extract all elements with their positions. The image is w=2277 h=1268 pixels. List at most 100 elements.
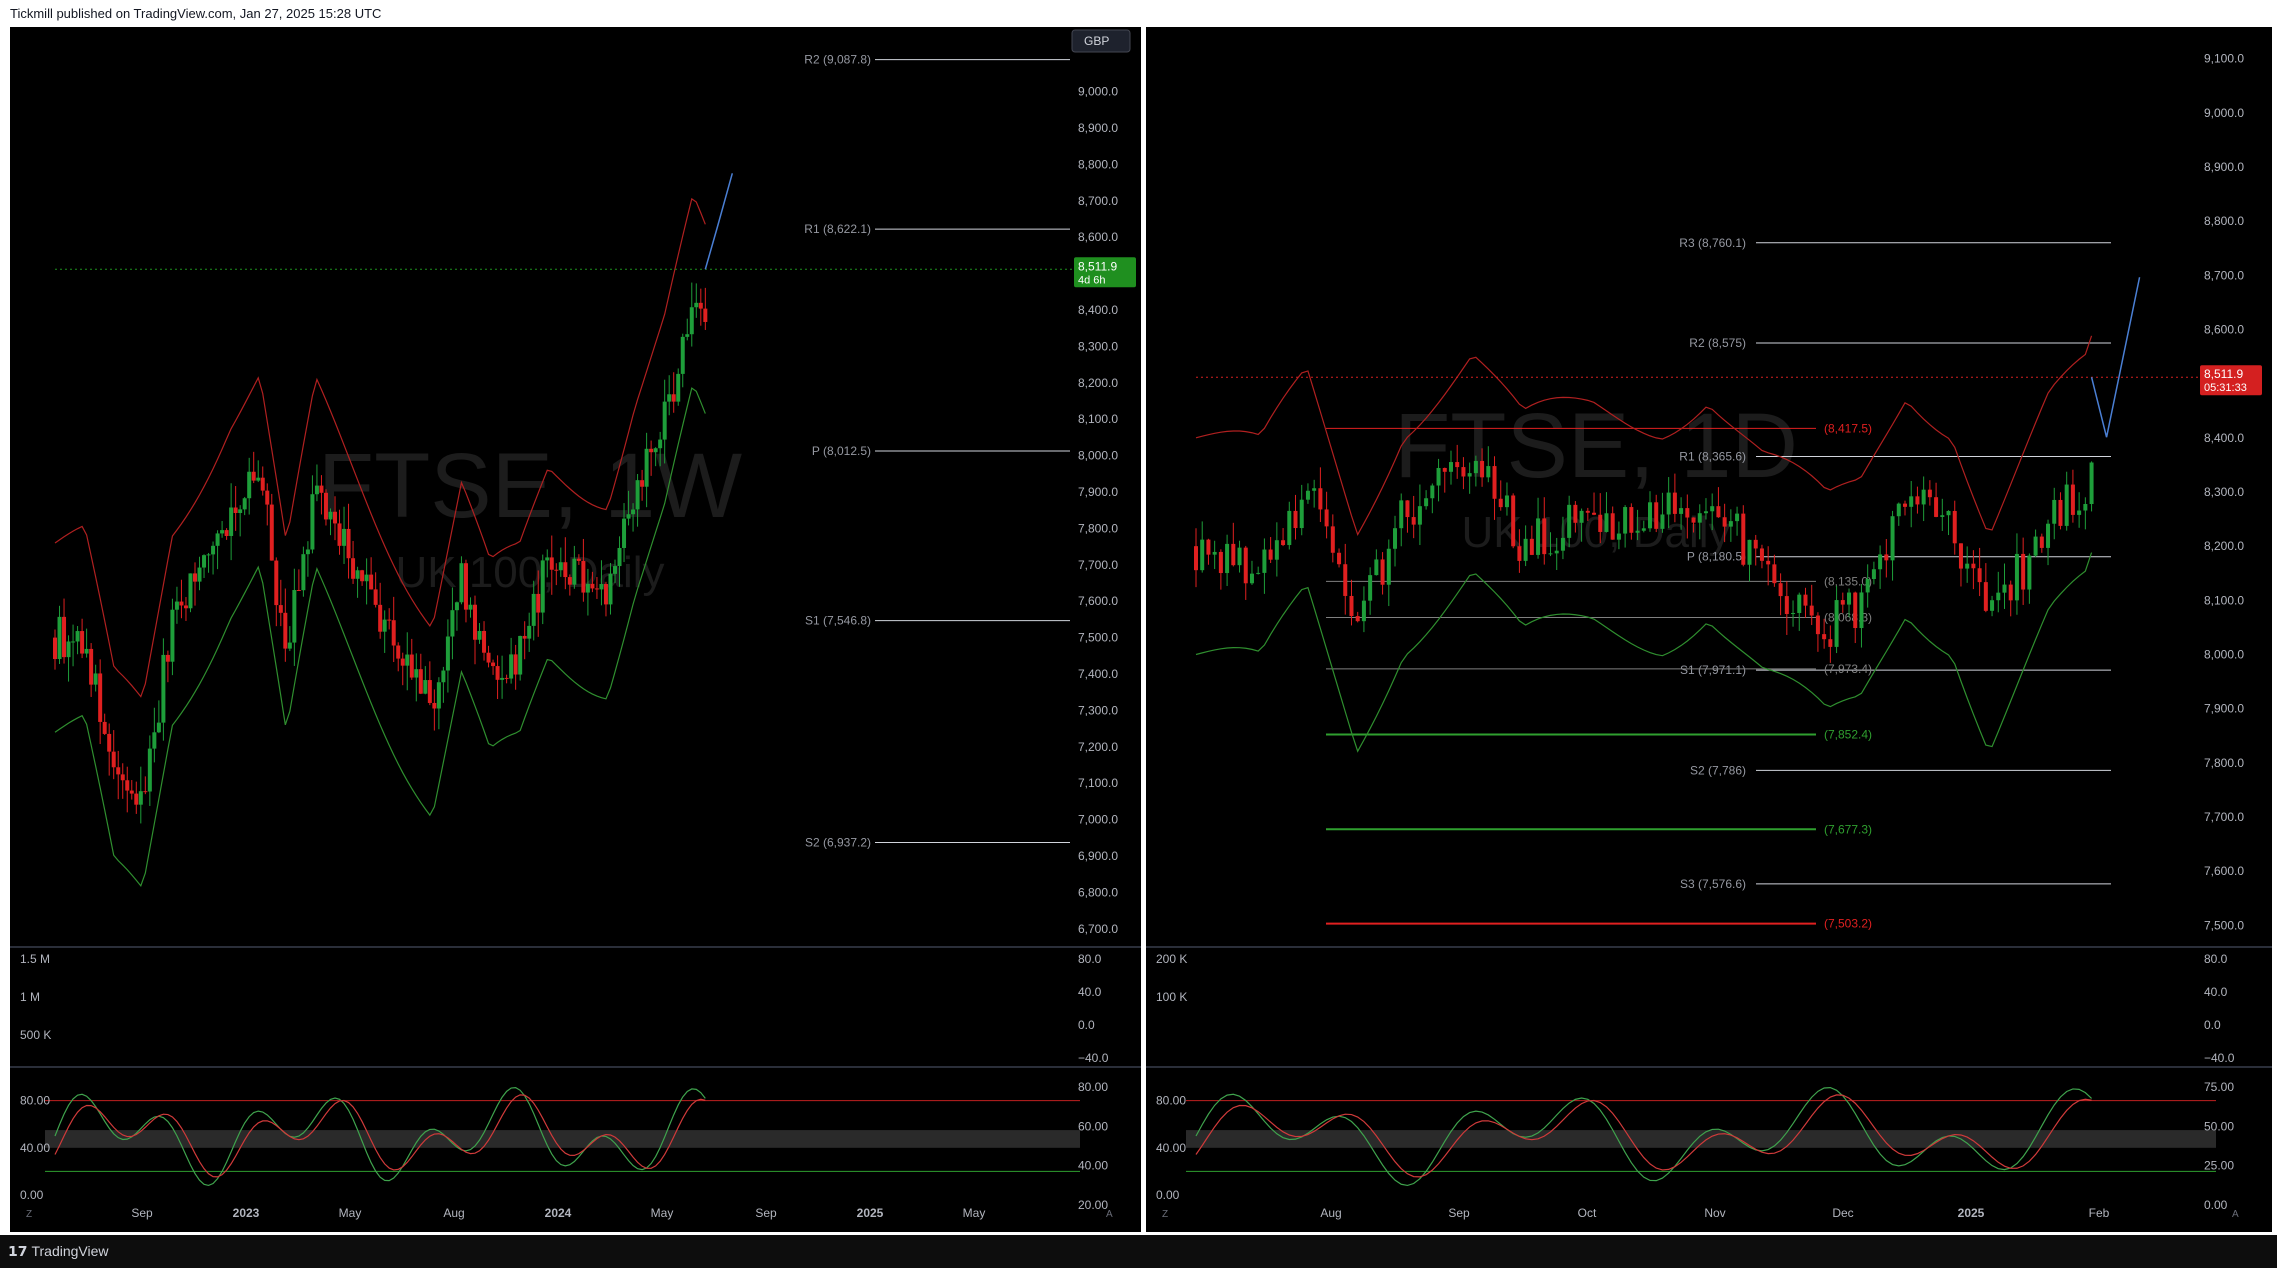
- time-axis-label: May: [963, 1206, 986, 1220]
- corner-left-label: Z: [26, 1209, 32, 1220]
- time-axis-label: Aug: [1320, 1206, 1341, 1220]
- candle-body: [1243, 547, 1248, 584]
- pivot-label: R1 (8,365.6): [1679, 449, 1746, 463]
- candle-body: [1722, 517, 1727, 527]
- candle-body: [1231, 543, 1236, 566]
- volume-osc-label: −40.0: [1078, 1051, 1109, 1065]
- candle-body: [1405, 500, 1410, 518]
- candle-body: [342, 528, 347, 546]
- candle-body: [84, 648, 89, 654]
- candle-body: [405, 654, 410, 666]
- candle-body: [658, 439, 663, 449]
- candle-body: [287, 642, 292, 649]
- candle-body: [364, 574, 369, 582]
- candle-body: [102, 721, 107, 734]
- fib-label: (8,135.0): [1824, 574, 1872, 588]
- stochastic-pane: 80.00 40.00 0.00 75.00 50.00 25.00 0.00: [1156, 1080, 2234, 1212]
- candle-body: [617, 547, 622, 567]
- fib-label: (7,677.3): [1824, 822, 1872, 836]
- candle-body: [1753, 539, 1758, 549]
- candle-body: [57, 616, 62, 660]
- candle-body: [1281, 540, 1286, 546]
- candle-body: [1349, 595, 1354, 617]
- candle-body: [1691, 517, 1696, 523]
- candle-body: [1884, 554, 1889, 561]
- price-tick-label: 7,700.0: [2204, 810, 2244, 824]
- price-tick-label: 7,500.0: [2204, 918, 2244, 932]
- candle-body: [409, 654, 414, 678]
- candle-body: [491, 662, 496, 667]
- candle-body: [640, 480, 645, 487]
- candle-body: [418, 669, 423, 694]
- candle-body: [1399, 500, 1404, 529]
- corner-left-label: Z: [1162, 1209, 1168, 1220]
- candle-body: [1934, 497, 1939, 517]
- candle-body: [1256, 572, 1261, 574]
- candle-body: [161, 654, 166, 723]
- candle-body: [1940, 515, 1945, 517]
- candle-body: [170, 609, 175, 662]
- candle-body: [563, 562, 568, 578]
- volume-axis-label: 500 K: [20, 1028, 51, 1042]
- candle-body: [1847, 592, 1852, 605]
- candle-body: [193, 573, 197, 582]
- chart-panel-left[interactable]: 9,000.0 8,900.0 8,800.0 8,700.0 8,600.0 8,400…: [10, 27, 1141, 1232]
- candle-body: [1654, 502, 1659, 529]
- candle-body: [1896, 503, 1901, 517]
- price-tick-label: 8,100.0: [2204, 593, 2244, 607]
- candle-body: [1417, 506, 1422, 525]
- candle-body: [572, 558, 577, 585]
- candle-body: [1822, 634, 1827, 640]
- candle-body: [211, 545, 216, 555]
- tradingview-logo[interactable]: 𝟭𝟳 TradingView: [8, 1235, 109, 1268]
- candle-body: [1579, 510, 1584, 523]
- candle-body: [1766, 560, 1771, 565]
- candles: [1194, 444, 2094, 663]
- price-tick-label: 8,000.0: [2204, 648, 2244, 662]
- candle-body: [378, 604, 383, 632]
- price-tick-label: 9,100.0: [2204, 52, 2244, 66]
- candle-body: [2014, 553, 2019, 601]
- candle-body: [459, 563, 464, 603]
- candle-body: [536, 593, 541, 613]
- candle-body: [206, 554, 211, 556]
- candle-body: [1660, 514, 1665, 529]
- chart-right[interactable]: 9,100.0 9,000.0 8,900.0 8,800.0 8,700.0 8,600…: [1146, 27, 2277, 1232]
- candle-body: [1324, 509, 1329, 527]
- candle-body: [1393, 528, 1398, 549]
- time-axis-label: Aug: [443, 1206, 464, 1220]
- candle-body: [522, 635, 527, 639]
- candle-body: [1878, 554, 1883, 570]
- lower-band: [1195, 552, 2093, 753]
- volume-axis-label: 100 K: [1156, 990, 1187, 1004]
- candle-body: [179, 601, 184, 606]
- candle-body: [1616, 533, 1621, 540]
- candle-body: [518, 635, 523, 675]
- stoch-axis-left-label: 0.00: [20, 1188, 44, 1202]
- candle-body: [337, 523, 342, 546]
- candle-body: [1274, 540, 1279, 560]
- candle-body: [2033, 536, 2038, 556]
- time-axis-label: 2024: [545, 1206, 572, 1220]
- price-tick-label: 8,900.0: [1078, 121, 1118, 135]
- candle-body: [2070, 484, 2075, 515]
- chart-panel-right[interactable]: 9,100.0 9,000.0 8,900.0 8,800.0 8,700.0 8,600…: [1146, 27, 2277, 1232]
- candle-body: [1536, 518, 1541, 555]
- chart-left[interactable]: 9,000.0 8,900.0 8,800.0 8,700.0 8,600.0 8,400…: [10, 27, 1141, 1232]
- candle-body: [477, 630, 482, 640]
- candle-body: [134, 793, 139, 805]
- candle-body: [265, 490, 270, 505]
- price-tick-label: 8,000.0: [1078, 449, 1118, 463]
- candle-body: [1529, 538, 1534, 555]
- candle-body: [1523, 538, 1528, 561]
- stoch-k-line: [1195, 1087, 2092, 1187]
- candle-body: [1194, 546, 1198, 571]
- candle-body: [75, 631, 80, 642]
- candle-body: [1218, 551, 1223, 574]
- volume-osc-label: 80.0: [1078, 952, 1102, 966]
- candle-body: [1635, 530, 1640, 533]
- footer-bar: 𝟭𝟳 TradingView: [0, 1235, 2277, 1268]
- candle-body: [1853, 592, 1858, 629]
- fib-label: (8,068.3): [1824, 611, 1872, 625]
- candle-body: [1592, 512, 1597, 515]
